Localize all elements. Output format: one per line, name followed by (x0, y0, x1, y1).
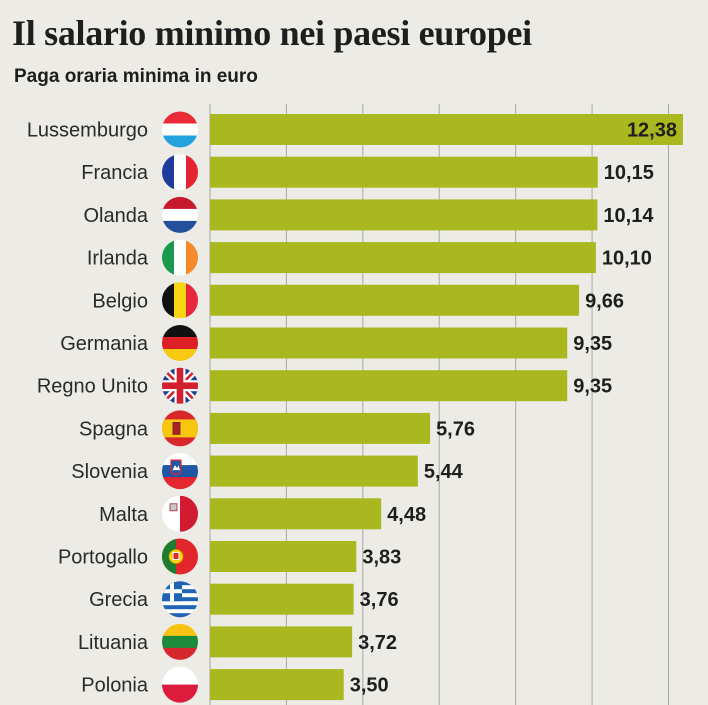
flag-slovenia-icon (162, 453, 198, 490)
bar (210, 327, 568, 359)
country-label: Irlanda (87, 248, 149, 270)
bar (210, 199, 598, 231)
value-label: 10,15 (604, 162, 654, 184)
country-label: Lussemburgo (27, 120, 148, 142)
bar (210, 370, 568, 402)
bars (210, 114, 683, 701)
flag-portugal-icon (162, 538, 198, 575)
bar (210, 498, 382, 530)
flag-greece-icon (162, 581, 198, 618)
flag-luxembourg-icon (162, 111, 198, 148)
flag-spain-icon (162, 410, 198, 447)
country-label: Spagna (79, 418, 149, 440)
bar (210, 583, 354, 615)
value-label: 3,50 (350, 675, 389, 697)
flag-germany-icon (162, 325, 198, 361)
bar (210, 242, 596, 274)
country-label: Grecia (89, 589, 149, 611)
flag-belgium-icon (162, 282, 198, 319)
country-label: Portogallo (58, 547, 148, 569)
value-label: 10,10 (602, 248, 652, 270)
flag-lithuania-icon (162, 623, 198, 660)
bar (210, 541, 357, 572)
country-label: Olanda (84, 205, 149, 227)
value-label: 9,66 (585, 290, 624, 312)
value-label: 3,72 (358, 632, 397, 654)
gridlines (209, 104, 669, 705)
country-label: Polonia (81, 675, 149, 697)
country-label: Malta (99, 504, 149, 526)
flag-ireland-icon (162, 239, 198, 276)
value-label: 12,38 (627, 120, 677, 142)
flag-netherlands-icon (162, 196, 198, 233)
country-label: Germania (60, 333, 149, 355)
value-label: 10,14 (603, 205, 654, 227)
flag-united-kingdom-icon (162, 367, 198, 404)
value-label: 4,48 (387, 504, 426, 526)
flag-malta-icon (162, 495, 198, 532)
chart-title: Il salario minimo nei paesi europei (12, 13, 532, 53)
bar (210, 284, 580, 316)
value-label: 3,76 (360, 589, 399, 611)
flag-poland-icon (162, 666, 198, 703)
bar (210, 455, 418, 487)
bar (210, 669, 344, 701)
value-label: 9,35 (573, 333, 612, 355)
bar (210, 412, 431, 444)
country-label: Belgio (92, 290, 148, 312)
country-label: Slovenia (71, 461, 149, 483)
value-label: 3,83 (362, 547, 401, 569)
flag-france-icon (162, 154, 198, 191)
country-label: Francia (81, 162, 149, 184)
country-label: Lituania (78, 632, 149, 654)
value-label: 5,44 (424, 461, 464, 483)
chart-subtitle: Paga oraria minima in euro (14, 66, 258, 87)
country-label: Regno Unito (37, 376, 148, 398)
bar (210, 626, 353, 658)
value-label: 9,35 (573, 376, 612, 398)
bar (210, 114, 683, 145)
value-label: 5,76 (436, 418, 475, 440)
bar (210, 156, 598, 188)
